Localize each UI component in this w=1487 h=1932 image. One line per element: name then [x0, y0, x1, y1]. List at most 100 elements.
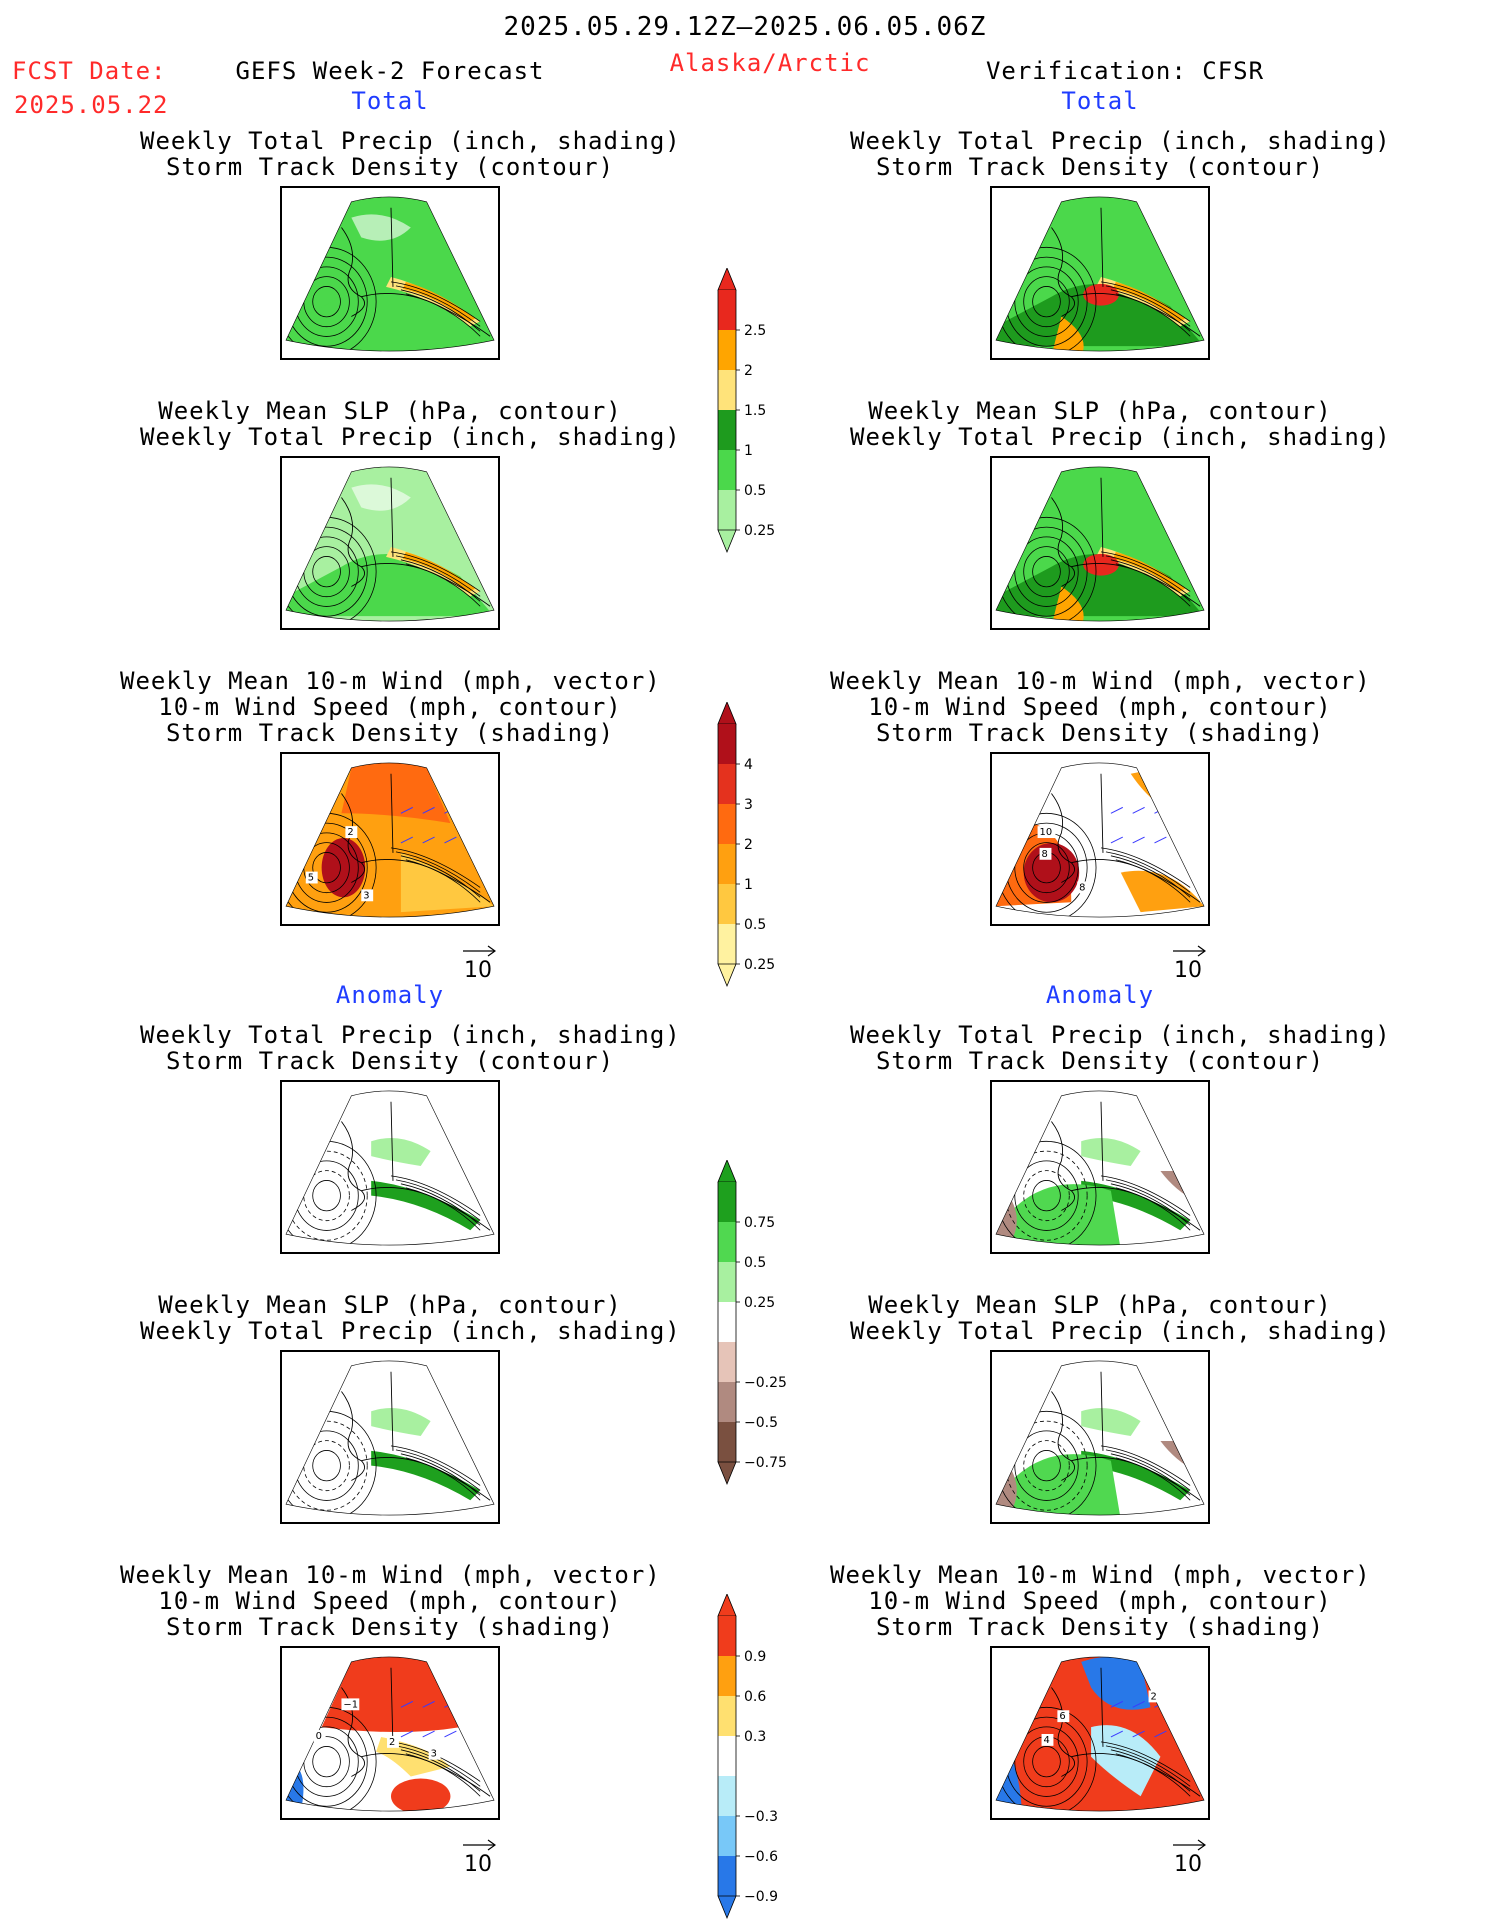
wind-vector [466, 806, 479, 814]
contour-label-bg [1148, 1690, 1161, 1703]
shade-wet-south [1011, 1454, 1121, 1516]
section-anomaly-right: Anomaly [1045, 981, 1155, 1009]
colorbar-segment [718, 804, 736, 844]
contour-line [405, 859, 481, 903]
contour-line [1110, 289, 1191, 332]
title-slp-precip-left-line1: Weekly Mean SLP (hPa, contour) [158, 397, 622, 425]
vector-reference-label: 10 [1174, 1852, 1202, 1877]
contour-line [303, 1170, 350, 1222]
colorbar-label: 0.5 [744, 1255, 766, 1271]
wind-vector [444, 1730, 457, 1738]
map-slpAnom-verification [990, 1350, 1210, 1524]
domain-outline [285, 1090, 495, 1246]
title-wind-track-anom-left-line3: Storm Track Density (shading) [165, 1613, 615, 1641]
contour-line [405, 1187, 481, 1231]
map-precipAnom-forecast [280, 1080, 500, 1254]
contour-label: 8 [1079, 882, 1085, 893]
colorbar-precip-total: 2.5 2 1.5 1 0.5 0.25 [714, 266, 834, 562]
contour-line [285, 822, 368, 913]
contour-line [1115, 563, 1191, 607]
colorbar-label: 1 [744, 877, 753, 893]
colorbar-cap-top [717, 700, 737, 725]
model-title: GEFS Week-2 Forecast [235, 57, 545, 85]
wind-vector [422, 836, 435, 844]
wind-vector [1154, 1730, 1167, 1738]
contour-line [400, 1453, 481, 1496]
colorbar-segment [718, 924, 736, 964]
contour-line [1032, 1450, 1061, 1482]
wind-vector [1132, 806, 1145, 814]
colorbar-label: 0.25 [744, 1295, 775, 1311]
title-wind-track-right-line2: 10-m Wind Speed (mph, contour) [868, 693, 1332, 721]
shade-core [321, 838, 366, 898]
colorbar-segment [718, 1856, 736, 1896]
colorbar-label: 1.5 [744, 403, 766, 419]
wind-vector [422, 1730, 435, 1738]
map-wind-forecast: 2 5 3 [280, 752, 500, 926]
colorbar-label: −0.9 [744, 1889, 778, 1905]
shade-wet-south [1011, 1184, 1121, 1246]
colorbar-segment [718, 1182, 736, 1222]
title-slp-precip-right-line2: Weekly Total Precip (inch, shading) [850, 423, 1391, 451]
contour-label-bg [313, 1730, 326, 1742]
vector-reference-arrow [463, 1839, 496, 1851]
domain-outline [995, 1360, 1205, 1516]
title-wind-track-right-line1: Weekly Mean 10-m Wind (mph, vector) [830, 667, 1371, 695]
wind-vector [422, 806, 435, 814]
title-wind-track-left-line2: 10-m Wind Speed (mph, contour) [158, 693, 622, 721]
shade-wet [1081, 1138, 1141, 1167]
contour-line [1014, 266, 1079, 337]
shade-neg-west [995, 1756, 1022, 1812]
contour-line [395, 285, 481, 327]
title-slp-precip-left-line2: Weekly Total Precip (inch, shading) [140, 423, 681, 451]
contour-line [395, 851, 481, 893]
section-total-left: Total [351, 87, 429, 115]
contour-line [1110, 1749, 1191, 1792]
colorbar-segment [718, 1696, 736, 1736]
shade-neg-west [285, 1766, 304, 1807]
map-precipAnom-verification [990, 1080, 1210, 1254]
contour-line [285, 1716, 368, 1807]
contour-label: 5 [308, 873, 314, 884]
colorbar-segment [718, 1222, 736, 1262]
title-precip-track-right-line2: Storm Track Density (contour) [875, 153, 1325, 181]
contour-line [390, 1175, 481, 1216]
map-windAnom-forecast: −1 0 2 3 [280, 1646, 500, 1820]
domain-outline [995, 466, 1205, 622]
title-wind-track-anom-right-line3: Storm Track Density (shading) [875, 1613, 1325, 1641]
wind-vector [400, 1730, 414, 1738]
colorbar-segment [718, 1816, 736, 1856]
shade-coast-wet [371, 1180, 481, 1231]
contour-label-bg [428, 1747, 441, 1760]
colorbar-segment [718, 450, 736, 490]
map-slp-verification [990, 456, 1210, 630]
shade-pos-north [321, 1656, 461, 1733]
contour-line [395, 1449, 481, 1491]
wind-vector [1176, 1730, 1189, 1738]
contour-line [1105, 1179, 1191, 1221]
contour-line [1023, 1170, 1070, 1222]
contour-label: 2 [1151, 1691, 1157, 1702]
contour-line [1105, 555, 1191, 597]
shade-core [1023, 842, 1080, 903]
shade-neg-north [1081, 1656, 1151, 1710]
map-slp-forecast [280, 456, 500, 630]
title-wind-track-right-line3: Storm Track Density (shading) [875, 719, 1325, 747]
title-precip-track-anom-right-line1: Weekly Total Precip (inch, shading) [850, 1021, 1391, 1049]
contour-line [303, 1440, 350, 1492]
contour-line [1110, 1183, 1191, 1226]
contour-line [1105, 1745, 1191, 1787]
domain-outline [995, 762, 1205, 918]
contour-line [1110, 559, 1191, 602]
colorbar-segment [718, 1262, 736, 1302]
contour-line [1023, 842, 1070, 894]
shade-wet [1081, 1408, 1141, 1437]
colorbar-label: 0.6 [744, 1689, 766, 1705]
fcst-date-value: 2025.05.22 [14, 91, 169, 119]
title-precip-track-left-line1: Weekly Total Precip (inch, shading) [140, 127, 681, 155]
colorbar-cap-bottom [717, 1895, 737, 1920]
contour-label: −1 [343, 1699, 358, 1710]
wind-vector [400, 806, 414, 814]
contour-line [390, 551, 481, 592]
contour-line [395, 1179, 481, 1221]
